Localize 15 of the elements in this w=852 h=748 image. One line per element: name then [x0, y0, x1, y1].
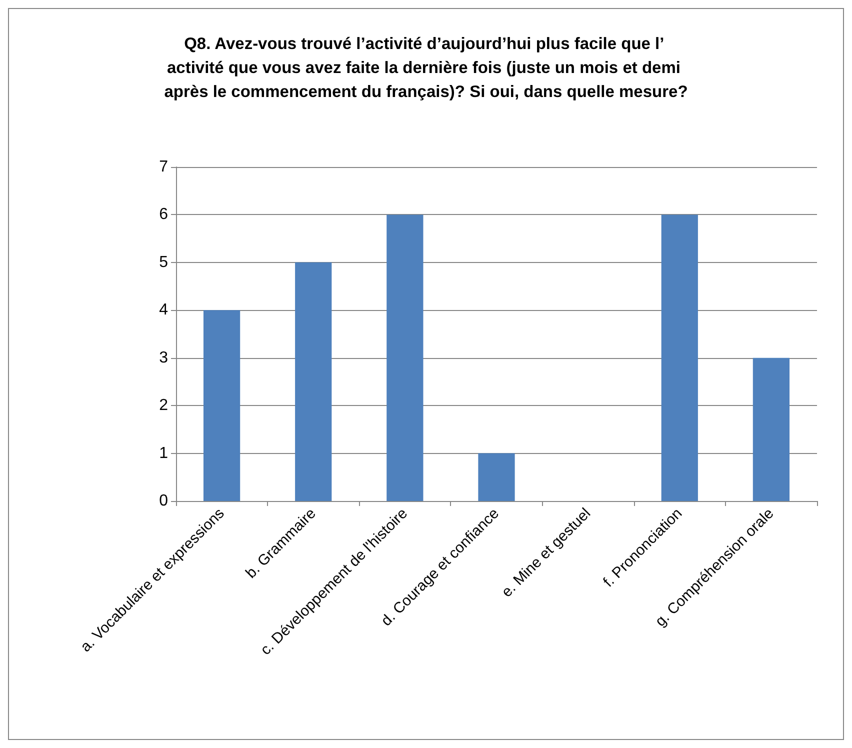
- bar: [386, 214, 424, 501]
- y-tick-label: 1: [159, 444, 168, 462]
- y-tick-label: 7: [159, 158, 168, 176]
- y-tick-label: 2: [159, 397, 168, 414]
- y-tick-label: 6: [159, 206, 168, 224]
- y-tick-label: 3: [159, 349, 168, 366]
- bar: [203, 310, 240, 501]
- bar: [661, 214, 698, 501]
- y-tick-label: 5: [159, 254, 168, 271]
- bar: [752, 358, 790, 501]
- chart-title: Q8. Avez-vous trouvé l’activité d’aujourd’hui plus facile que l’ activité que vous avez faite la dernière fois (juste un mois et demi après le commencement du français)? Si oui, dans quelle mesure?: [164, 35, 688, 101]
- bar: [295, 262, 332, 501]
- bar: [478, 453, 515, 501]
- y-tick-label: 0: [159, 492, 168, 510]
- y-tick-label: 4: [159, 302, 168, 319]
